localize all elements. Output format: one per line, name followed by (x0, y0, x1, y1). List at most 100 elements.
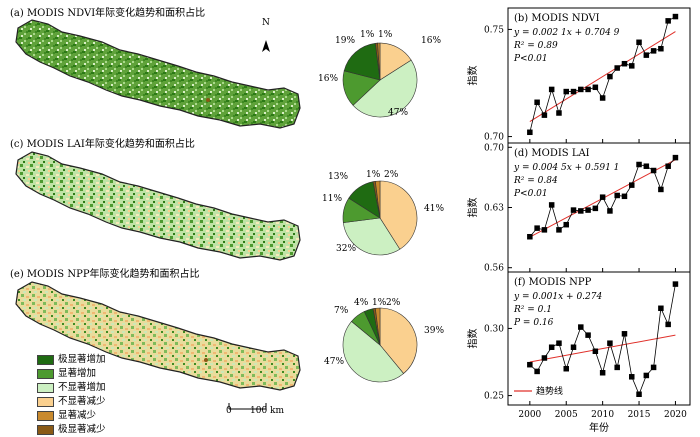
data-point (563, 88, 569, 95)
data-point (614, 364, 620, 371)
y-tick-label: 0.70 (484, 133, 504, 143)
pie-label: 1% (366, 170, 381, 180)
regression-equation: y = 0.002 1x + 0.704 9 (513, 28, 620, 38)
data-point (534, 225, 540, 231)
data-point (636, 39, 642, 46)
legend-label: 极显著减少 (58, 424, 106, 435)
plot-frame (507, 271, 691, 406)
data-point (607, 340, 613, 346)
y-tick-label: 0.56 (484, 264, 504, 274)
legend-swatch (37, 369, 54, 379)
y-axis-label: 指数 (466, 329, 479, 349)
data-point (643, 163, 650, 169)
pie-label: 16% (318, 74, 339, 84)
pie-slice (375, 180, 381, 219)
data-point (585, 207, 591, 213)
legend-swatch (37, 411, 54, 421)
data-point (592, 348, 599, 355)
data-point (629, 374, 635, 380)
pie-label: 41% (424, 204, 445, 214)
chart-title: (b) MODIS NDVI (514, 13, 600, 24)
chart-title: (f) MODIS NPP (514, 277, 592, 288)
regression-equation: y = 0.004 5x + 0.591 1 (513, 163, 619, 173)
data-point (578, 324, 584, 330)
map-ndvi (15, 19, 301, 129)
data-point (650, 167, 657, 174)
pie-label: 32% (336, 244, 357, 254)
x-tick-label: 2020 (664, 410, 687, 420)
data-point (629, 63, 635, 69)
data-point (607, 208, 613, 214)
data-point (665, 321, 671, 328)
data-point (643, 52, 650, 58)
x-axis-label: 年份 (589, 421, 609, 434)
map-lai-title: (c) MODIS LAI年际变化趋势和面积占比 (10, 139, 195, 150)
pie-slice (377, 42, 381, 81)
y-tick-label: 0.25 (484, 392, 504, 402)
pie-slice (375, 307, 381, 346)
y-axis-label: 指数 (466, 66, 479, 86)
legend-trend-label: 趋势线 (536, 385, 563, 397)
data-point (665, 163, 671, 169)
pie-label: 2% (386, 298, 401, 308)
x-tick-label: 2000 (518, 410, 541, 420)
x-tick-label: 2005 (555, 410, 578, 420)
data-point (599, 194, 606, 200)
data-point (548, 86, 555, 93)
data-point (650, 48, 657, 54)
north-arrow (262, 40, 270, 52)
pie-chart-lai (342, 180, 418, 256)
data-point (621, 60, 628, 67)
pie-label: 16% (421, 36, 442, 46)
data-point (592, 205, 599, 212)
map-lai (15, 151, 301, 261)
pie-label: 47% (324, 357, 345, 367)
legend-label: 不显著减少 (58, 396, 106, 407)
r-squared: R² = 0.89 (513, 41, 558, 51)
data-point (541, 112, 548, 118)
line-chart-panel: 0.56 0.63 0.70 指数 (d) MODIS LAI y = 0.004 5x … (466, 142, 691, 274)
pie-chart-npp (342, 307, 418, 383)
scale-zero: 0 (226, 406, 232, 416)
legend-label: 极显著增加 (58, 354, 106, 365)
map-npp (15, 281, 301, 391)
trend-line (529, 334, 676, 363)
regression-equation: y = 0.001x + 0.274 (513, 292, 602, 302)
line-chart-panel: 0.70 0.75 指数 (b) MODIS NDVI y = 0.002 1x + 0… (466, 7, 691, 144)
pie-label: 47% (388, 108, 409, 118)
pie-label: 2% (384, 170, 399, 180)
p-value: P = 0.16 (513, 318, 554, 328)
pie-label: 4% (354, 298, 369, 308)
data-point (534, 368, 540, 375)
pie-label: 1% (378, 30, 393, 40)
data-point (672, 281, 679, 287)
r-squared: R² = 0.1 (513, 305, 552, 315)
data-point (629, 182, 635, 188)
data-point (621, 193, 628, 200)
map-ndvi-title: (a) MODIS NDVI年际变化趋势和面积占比 (10, 8, 206, 19)
scale-bar (228, 403, 267, 410)
data-point (527, 129, 533, 136)
data-point (556, 227, 562, 233)
chart-title: (d) MODIS LAI (514, 148, 590, 159)
trend-line (529, 31, 676, 122)
p-value: P<0.01 (513, 54, 548, 64)
legend-label: 显著减少 (58, 410, 97, 421)
data-point (607, 73, 613, 80)
y-tick-label: 0.70 (484, 143, 504, 153)
data-point (556, 340, 562, 346)
scale-label: 100 km (250, 406, 285, 416)
data-point (570, 88, 577, 95)
north-label: N (262, 18, 270, 28)
y-tick-label: 0.63 (484, 204, 504, 214)
y-axis-label: 指数 (466, 198, 479, 218)
legend-swatch (37, 355, 54, 365)
pie-slice (352, 59, 418, 118)
y-tick-label: 0.75 (484, 25, 504, 35)
data-point (665, 18, 671, 24)
data-point (585, 86, 591, 93)
data-point (541, 227, 548, 233)
pie-slice (343, 42, 381, 81)
data-point (563, 365, 569, 372)
legend-label: 不显著增加 (58, 382, 106, 393)
